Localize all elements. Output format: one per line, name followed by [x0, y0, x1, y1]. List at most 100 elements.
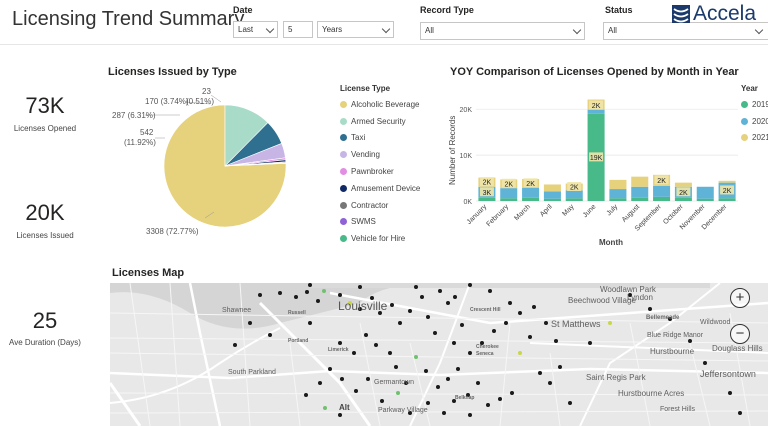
- map-point[interactable]: [510, 391, 514, 395]
- map-point[interactable]: [433, 331, 437, 335]
- map-point[interactable]: [438, 289, 442, 293]
- pie-legend-item-pawnbroker[interactable]: Pawnbroker: [340, 163, 420, 180]
- bar-march-2019[interactable]: [522, 197, 540, 201]
- licenses-map[interactable]: Woodlawn Park Beechwood Village Lyndon S…: [110, 283, 768, 426]
- bar-august-2020[interactable]: [631, 186, 649, 198]
- bar-february-2020[interactable]: [500, 188, 518, 199]
- map-point[interactable]: [348, 301, 352, 305]
- map-point[interactable]: [532, 305, 536, 309]
- bar-october-2019[interactable]: [674, 197, 692, 201]
- bar-april-2020[interactable]: [543, 191, 561, 199]
- map-point[interactable]: [374, 343, 378, 347]
- pie-legend-item-armed-security[interactable]: Armed Security: [340, 113, 420, 130]
- map-point[interactable]: [352, 351, 356, 355]
- map-point[interactable]: [378, 311, 382, 315]
- map-point[interactable]: [338, 341, 342, 345]
- map-point[interactable]: [460, 323, 464, 327]
- map-point[interactable]: [323, 406, 327, 410]
- map-point[interactable]: [322, 289, 326, 293]
- bar-august-2021[interactable]: [631, 176, 649, 187]
- pie-legend-item-alcoholic-beverage[interactable]: Alcoholic Beverage: [340, 96, 420, 113]
- map-point[interactable]: [504, 321, 508, 325]
- map-point[interactable]: [358, 285, 362, 289]
- bar-may-2020[interactable]: [565, 190, 583, 199]
- map-point[interactable]: [364, 333, 368, 337]
- map-point[interactable]: [628, 293, 632, 297]
- map-point[interactable]: [304, 393, 308, 397]
- date-mode-select[interactable]: Last: [233, 21, 278, 38]
- bar-legend-item-2019[interactable]: 2019: [741, 96, 768, 113]
- map-point[interactable]: [452, 341, 456, 345]
- pie-legend-item-swms[interactable]: SWMS: [340, 214, 420, 231]
- bar-july-2019[interactable]: [609, 198, 627, 201]
- map-point[interactable]: [390, 303, 394, 307]
- map-point[interactable]: [548, 381, 552, 385]
- map-point[interactable]: [258, 293, 262, 297]
- bar-january-2019[interactable]: [478, 197, 496, 201]
- bar-june-2020[interactable]: [587, 109, 605, 114]
- pie-legend-item-taxi[interactable]: Taxi: [340, 130, 420, 147]
- map-point[interactable]: [308, 321, 312, 325]
- map-point[interactable]: [358, 307, 362, 311]
- map-point[interactable]: [668, 317, 672, 321]
- zoom-out-button[interactable]: −: [730, 324, 750, 344]
- map-point[interactable]: [588, 341, 592, 345]
- map-point[interactable]: [380, 399, 384, 403]
- map-point[interactable]: [338, 413, 342, 417]
- date-unit-select[interactable]: Years: [317, 21, 394, 38]
- map-point[interactable]: [468, 413, 472, 417]
- pie-legend-item-vending[interactable]: Vending: [340, 146, 420, 163]
- map-point[interactable]: [398, 321, 402, 325]
- bar-november-2020[interactable]: [696, 186, 714, 199]
- bar-may-2019[interactable]: [565, 198, 583, 201]
- map-point[interactable]: [436, 385, 440, 389]
- map-point[interactable]: [294, 295, 298, 299]
- map-point[interactable]: [688, 339, 692, 343]
- map-point[interactable]: [424, 369, 428, 373]
- bar-april-2021[interactable]: [543, 184, 561, 192]
- map-point[interactable]: [396, 391, 400, 395]
- map-point[interactable]: [426, 401, 430, 405]
- map-point[interactable]: [452, 399, 456, 403]
- map-point[interactable]: [404, 381, 408, 385]
- map-point[interactable]: [316, 299, 320, 303]
- date-value-input[interactable]: 5: [283, 21, 313, 38]
- map-point[interactable]: [468, 351, 472, 355]
- map-point[interactable]: [608, 321, 612, 325]
- map-point[interactable]: [498, 397, 502, 401]
- map-point[interactable]: [648, 307, 652, 311]
- map-point[interactable]: [248, 321, 252, 325]
- map-point[interactable]: [486, 403, 490, 407]
- map-point[interactable]: [308, 283, 312, 287]
- record-type-select[interactable]: All: [420, 22, 585, 40]
- map-point[interactable]: [492, 329, 496, 333]
- map-point[interactable]: [558, 365, 562, 369]
- map-point[interactable]: [568, 401, 572, 405]
- bar-october-2021[interactable]: [674, 182, 692, 187]
- map-point[interactable]: [738, 411, 742, 415]
- pie-legend-item-contractor[interactable]: Contractor: [340, 197, 420, 214]
- map-point[interactable]: [414, 355, 418, 359]
- map-point[interactable]: [453, 295, 457, 299]
- map-point[interactable]: [728, 391, 732, 395]
- map-point[interactable]: [528, 335, 532, 339]
- map-point[interactable]: [318, 381, 322, 385]
- map-point[interactable]: [408, 411, 412, 415]
- map-point[interactable]: [366, 377, 370, 381]
- map-point[interactable]: [370, 296, 374, 300]
- bar-july-2021[interactable]: [609, 179, 627, 190]
- zoom-in-button[interactable]: +: [730, 288, 750, 308]
- bar-december-2021[interactable]: [718, 180, 736, 183]
- bar-july-2020[interactable]: [609, 189, 627, 199]
- map-point[interactable]: [466, 393, 470, 397]
- bar-february-2019[interactable]: [500, 198, 518, 201]
- map-point[interactable]: [518, 351, 522, 355]
- map-point[interactable]: [268, 333, 272, 337]
- map-point[interactable]: [480, 341, 484, 345]
- bar-legend-item-2021[interactable]: 2021: [741, 130, 768, 147]
- map-point[interactable]: [233, 343, 237, 347]
- map-point[interactable]: [338, 293, 342, 297]
- map-point[interactable]: [394, 365, 398, 369]
- bar-september-2019[interactable]: [653, 196, 671, 201]
- map-point[interactable]: [518, 311, 522, 315]
